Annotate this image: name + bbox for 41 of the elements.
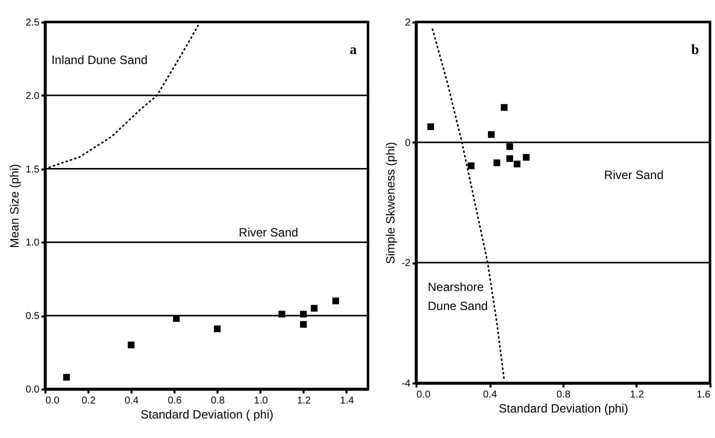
- x-tick-label: 1.2: [630, 390, 644, 400]
- x-tick-label: 1.0: [254, 396, 268, 406]
- point: [300, 310, 307, 318]
- annotation: River Sand: [604, 168, 664, 182]
- x-tick-label: 0.0: [46, 396, 60, 406]
- point: [128, 342, 134, 348]
- annotation: Nearshore Dune Sand: [428, 280, 488, 313]
- point: [214, 325, 221, 332]
- point: [300, 321, 307, 328]
- x-tick-label: 0.6: [168, 396, 182, 406]
- text: a: [350, 43, 357, 58]
- y-tick-label: 1.5: [26, 164, 40, 176]
- x-axis-title: Standard Deviation (phi): [498, 402, 628, 416]
- y-tick-label: -4: [402, 378, 411, 390]
- x-tick-label: 0.8: [210, 396, 226, 406]
- point: [278, 310, 286, 318]
- y-tick-label: 1.0: [26, 238, 40, 249]
- annotation: Inland Dune Sand: [51, 53, 148, 68]
- y-tick-label: 0.5: [26, 311, 40, 322]
- x-tick-label: 0.2: [82, 396, 96, 406]
- x-tick-label: 1.2: [296, 396, 312, 406]
- x-tick-label: 0.4: [483, 390, 498, 400]
- text: b: [691, 43, 700, 58]
- y-tick-label: -2: [402, 258, 411, 270]
- point: [310, 304, 318, 312]
- x-tick-label: 1.4: [340, 396, 354, 406]
- x-tick-label: 0.0: [416, 390, 431, 400]
- y-tick-label: 2.0: [26, 90, 40, 102]
- point: [63, 374, 70, 381]
- point: [332, 298, 340, 304]
- x-tick-label: 1.6: [696, 390, 711, 400]
- y-axis-title: Simple Skweness (phi): [384, 142, 398, 264]
- y-tick-label: 0: [404, 138, 411, 149]
- x-axis-title: Standard Deviation ( phi): [140, 408, 274, 422]
- x-tick-label: 0.8: [556, 390, 571, 400]
- y-axis-title: Mean Size (phi): [8, 164, 22, 248]
- annotation: River Sand: [238, 226, 298, 240]
- y-tick-label: 2.5: [26, 18, 40, 28]
- point: [173, 315, 180, 322]
- y-tick-label: 2: [404, 18, 411, 28]
- x-tick-label: 0.4: [124, 396, 140, 406]
